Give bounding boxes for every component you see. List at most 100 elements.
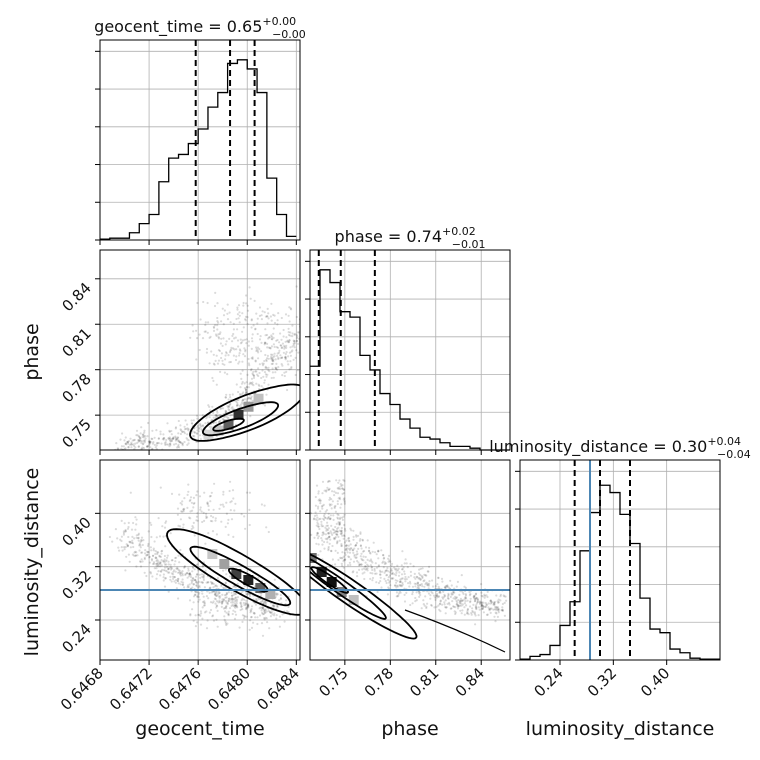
joint-phase-luminosity-distance-sample [353,555,356,558]
joint-geocent-time-phase-sample [242,301,245,305]
joint-geocent-time-phase-sample [285,336,288,339]
joint-geocent-time-phase-sample [179,441,182,444]
joint-phase-luminosity-distance-sample [409,570,412,574]
joint-phase-luminosity-distance-sample [474,599,477,603]
joint-geocent-time-luminosity-distance-sample [252,611,255,614]
joint-geocent-time-phase-sample [212,411,215,414]
joint-phase-luminosity-distance-sample [433,606,436,609]
joint-phase-luminosity-distance-sample [490,600,493,603]
joint-phase-luminosity-distance-sample [497,608,500,611]
joint-geocent-time-phase-sample [284,313,288,316]
joint-geocent-time-phase-sample [250,347,253,350]
joint-geocent-time-phase-sample [250,368,253,371]
joint-geocent-time-luminosity-distance-sample [179,518,182,521]
joint-phase-luminosity-distance-sample [495,612,498,615]
joint-geocent-time-luminosity-distance-sample [233,585,236,588]
joint-geocent-time-phase-sample [276,319,279,322]
joint-geocent-time-phase-sample [223,363,226,366]
joint-geocent-time-luminosity-distance-sample [235,600,238,603]
joint-phase-luminosity-distance-sample [466,599,469,602]
joint-geocent-time-phase-sample [221,418,224,421]
joint-geocent-time-luminosity-distance-sample [243,515,246,518]
joint-phase-luminosity-distance-sample [334,536,337,539]
joint-phase-luminosity-distance-sample [330,524,333,528]
joint-geocent-time-phase-sample [255,370,258,373]
joint-geocent-time-phase-sample [250,397,253,400]
joint-geocent-time-phase-sample [276,338,279,342]
joint-geocent-time-phase-sample [187,439,190,442]
joint-phase-luminosity-distance-sample [333,538,336,541]
joint-phase-luminosity-distance-sample [380,549,383,552]
hist-luminosity-distance-bin [580,551,590,660]
joint-geocent-time-luminosity-distance-sample [164,521,167,525]
joint-phase-luminosity-distance-sample [451,600,454,603]
joint-geocent-time-luminosity-distance-sample [188,516,191,519]
joint-geocent-time-phase-sample [270,362,273,366]
joint-geocent-time-phase-sample [234,400,238,403]
joint-phase-luminosity-distance-sample [476,601,479,604]
joint-phase-luminosity-distance-sample [415,599,418,602]
joint-geocent-time-luminosity-distance-sample [260,503,263,506]
joint-geocent-time-luminosity-distance-sample [214,602,217,605]
joint-geocent-time-phase-sample [226,373,229,376]
joint-geocent-time-phase-sample [286,360,289,363]
joint-geocent-time-phase-sample [246,316,249,319]
joint-geocent-time-phase-sample [170,440,173,443]
joint-geocent-time-luminosity-distance-sample [163,561,166,564]
joint-phase-luminosity-distance-sample [427,587,430,590]
joint-phase-luminosity-distance-sample [434,598,437,602]
joint-phase-luminosity-distance-sample [456,605,459,608]
joint-phase-luminosity-distance-sample [486,613,489,616]
joint-geocent-time-phase-sample [142,433,145,436]
joint-geocent-time-luminosity-distance-sample [216,585,219,588]
joint-phase-luminosity-distance-sample [429,594,432,597]
joint-geocent-time-luminosity-distance-sample [172,570,175,573]
joint-geocent-time-luminosity-distance-sample [233,509,236,512]
joint-geocent-time-luminosity-distance-sample [205,515,208,518]
joint-geocent-time-phase-sample [242,353,245,356]
joint-phase-luminosity-distance-sample [339,530,343,533]
joint-phase-luminosity-distance-sample [332,528,335,532]
joint-geocent-time-luminosity-distance-sample [133,551,136,554]
joint-geocent-time-phase-sample [174,426,178,429]
joint-geocent-time-luminosity-distance-sample [177,554,180,557]
joint-geocent-time-phase-sample [280,344,283,347]
joint-geocent-time-phase-sample [218,414,221,417]
joint-phase-luminosity-distance-sample [322,531,325,534]
joint-phase-luminosity-distance-sample [341,551,344,554]
joint-phase-luminosity-distance-sample [319,502,322,505]
joint-geocent-time-luminosity-distance-sample [132,521,135,525]
xlabel-geocent-time: geocent_time [135,718,264,740]
hist-phase-bin [410,428,420,450]
joint-phase-luminosity-distance-sample [405,591,408,595]
joint-phase-luminosity-distance-sample [490,601,493,604]
joint-phase-luminosity-distance-sample [310,512,313,515]
joint-phase-luminosity-distance-sample [473,600,476,603]
joint-phase-luminosity-distance-sample [456,580,459,584]
joint-geocent-time-luminosity-distance-sample [162,569,166,572]
joint-geocent-time-luminosity-distance-sample [230,594,234,597]
joint-phase-luminosity-distance-sample [409,582,412,585]
joint-phase-luminosity-distance-sample [488,607,491,611]
joint-geocent-time-luminosity-distance-sample [258,607,261,610]
joint-geocent-time-phase-sample [141,433,144,436]
xlabel-phase: phase [381,718,438,740]
joint-phase-luminosity-distance-sample [418,595,421,599]
joint-geocent-time-phase-contour [189,383,300,442]
joint-phase-luminosity-distance-sample [460,602,463,605]
joint-phase-luminosity-distance-sample [453,591,456,594]
joint-geocent-time-phase-sample [169,443,172,447]
joint-geocent-time-phase-sample [258,338,262,341]
joint-phase-luminosity-distance-sample [377,550,380,553]
joint-phase-luminosity-distance-sample [473,612,476,616]
joint-phase-luminosity-distance-sample [337,481,340,484]
joint-phase-luminosity-distance-sample [336,502,339,506]
joint-phase-luminosity-distance-sample [469,600,472,603]
joint-geocent-time-luminosity-distance-sample [247,605,250,608]
joint-geocent-time-phase-sample [204,422,207,425]
joint-geocent-time-phase-sample [229,349,232,352]
joint-phase-luminosity-distance-sample [335,542,339,545]
joint-phase-luminosity-distance-sample [416,586,419,590]
hist-luminosity-distance-bin [540,655,550,660]
joint-geocent-time-phase-sample [248,364,251,367]
